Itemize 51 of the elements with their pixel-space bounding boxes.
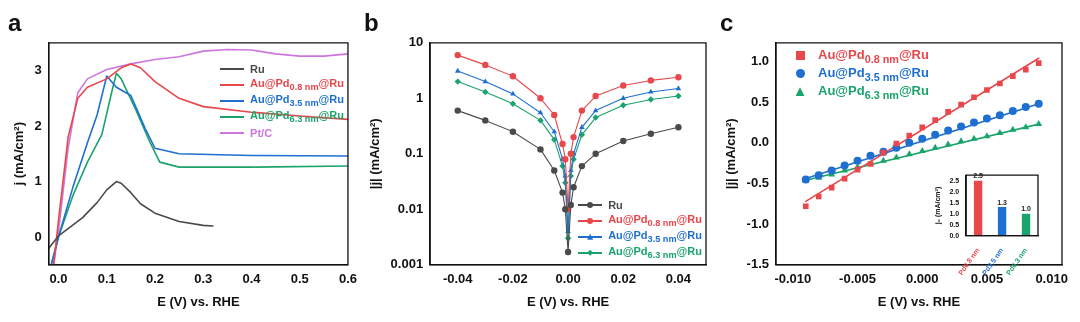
x-tick-label: -0.02 [498, 271, 528, 287]
chart-title: a [8, 9, 22, 37]
x-axis-title: E (V) vs. RHE [877, 293, 961, 309]
x-tick-label: -0.010 [774, 271, 812, 287]
y-tick-label: 1.0 [750, 53, 769, 69]
y-tick-label: 0.5 [750, 93, 769, 109]
legend-label: Au@Pd$_{3.5 nm}$@Ru [818, 65, 929, 83]
x-tick-label: 0.1 [97, 271, 116, 287]
y-tick-label: -0.5 [746, 175, 769, 191]
y-axis-title: |j| (mA/cm²) [723, 118, 739, 190]
y-tick-label: 2 [34, 117, 42, 133]
x-tick-label: 0.2 [145, 271, 165, 287]
x-tick-label: 0.6 [338, 271, 357, 287]
legend-label: Au@Pd$_{0.8 nm}$@Ru [250, 77, 344, 93]
legend-label: Au@Pd$_{0.8 nm}$@Ru [608, 213, 702, 229]
x-axis-title: E (V) vs. RHE [526, 293, 610, 309]
x-tick-label: -0.005 [839, 271, 876, 287]
y-tick-label: 0.01 [397, 200, 424, 216]
y-axis-title: j (mA/cm²) [11, 122, 27, 187]
y-tick-label: -1.5 [746, 256, 769, 272]
x-tick-label: 0.00 [555, 271, 581, 287]
legend-label: Au@Pd$_{0.8 nm}$@Ru [818, 47, 929, 65]
y-tick-label: 0 [34, 228, 42, 244]
y-axis-title: |j| (mA/cm²) [367, 118, 383, 190]
y-tick-label: 3 [34, 62, 42, 78]
x-tick-label: 0.010 [1035, 271, 1068, 287]
x-tick-label: 0.04 [665, 271, 692, 287]
x-tick-label: 0.02 [610, 271, 636, 287]
y-tick-label: -1.0 [746, 215, 769, 231]
y-tick-label: 1 [415, 89, 424, 105]
x-tick-label: 0.0 [49, 271, 68, 287]
x-tick-label: 0.5 [290, 271, 309, 287]
y-tick-label: 0.0 [750, 134, 769, 150]
y-tick-label: 0.1 [405, 145, 424, 161]
x-tick-label: 0.3 [194, 271, 213, 287]
x-tick-label: -0.04 [442, 271, 474, 287]
legend-label: Au@Pd$_{3.5 nm}$@Ru [250, 93, 344, 109]
x-tick-label: 0.4 [242, 271, 262, 287]
legend-label: Ru [608, 198, 623, 211]
legend-label: Au@Pd$_{6.3 nm}$@Ru [818, 83, 929, 101]
legend-label: Au@Pd$_{6.3 nm}$@Ru [608, 245, 702, 261]
legend-label: Au@Pd$_{3.5 nm}$@Ru [608, 229, 702, 245]
y-tick-label: 1 [34, 173, 42, 189]
chart-title: c [720, 9, 734, 37]
legend-label: Pt/C [250, 126, 273, 139]
y-tick-label: 0.001 [390, 256, 424, 272]
chart-title: b [364, 9, 379, 37]
legend-label: Ru [250, 62, 265, 75]
y-tick-label: 10 [408, 34, 424, 50]
x-axis-title: E (V) vs. RHE [157, 293, 240, 309]
x-tick-label: 0.000 [905, 271, 939, 287]
